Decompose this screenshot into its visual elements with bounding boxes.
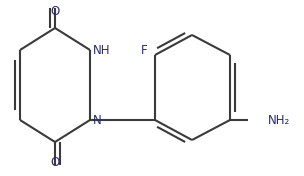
Text: F: F — [141, 43, 148, 56]
Text: NH: NH — [93, 43, 110, 56]
Text: O: O — [50, 5, 60, 18]
Text: N: N — [93, 114, 102, 127]
Text: NH₂: NH₂ — [268, 114, 290, 127]
Text: O: O — [50, 156, 60, 169]
